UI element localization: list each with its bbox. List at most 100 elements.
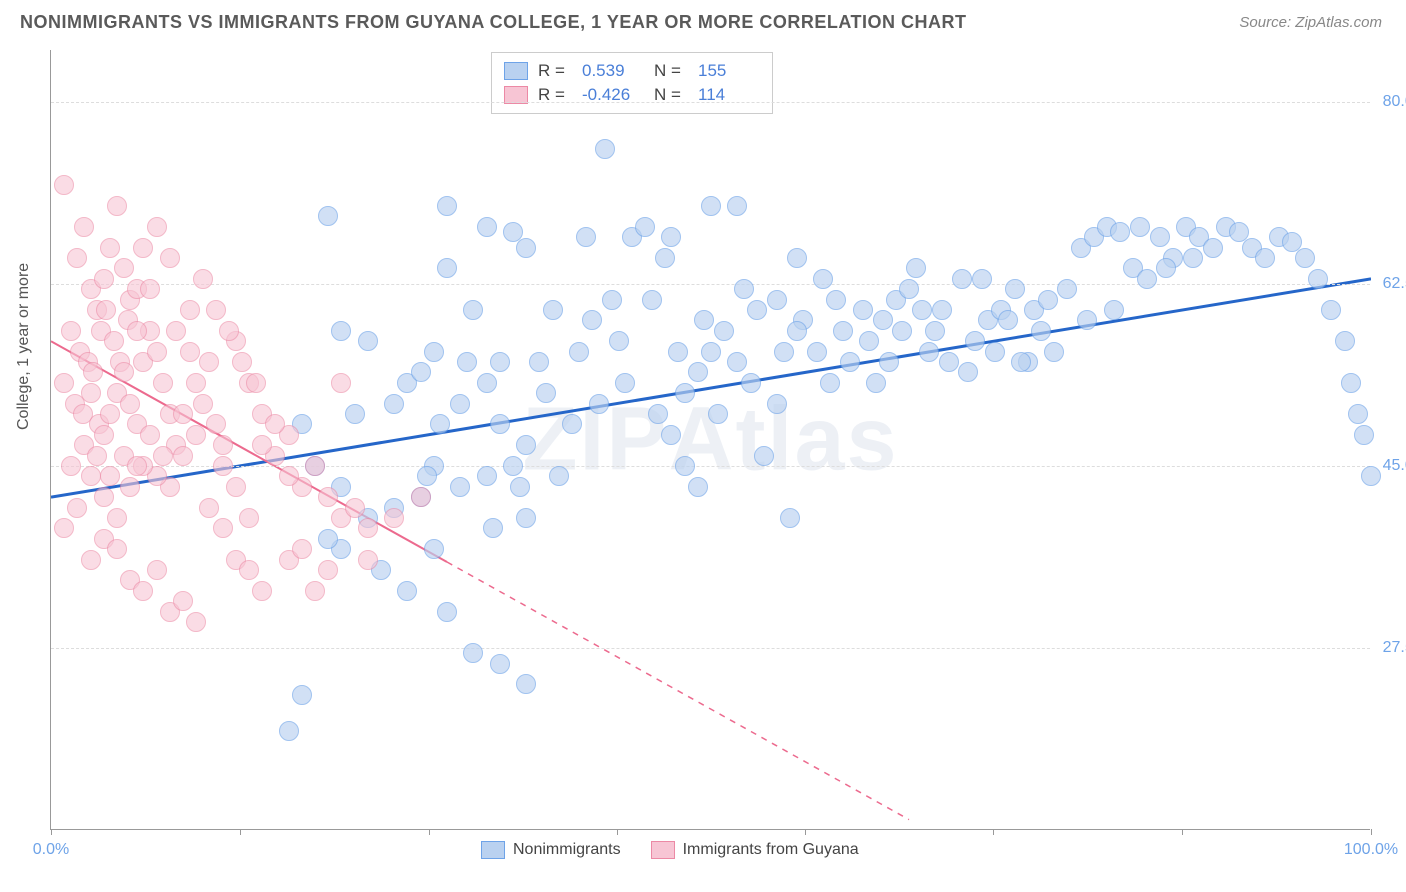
source-label: Source: ZipAtlas.com <box>1239 14 1382 31</box>
data-point <box>483 518 503 538</box>
data-point <box>510 477 530 497</box>
legend-row-immigrants: R = -0.426 N = 114 <box>504 83 760 107</box>
data-point <box>252 435 272 455</box>
data-point <box>1183 248 1203 268</box>
data-point <box>1156 258 1176 278</box>
data-point <box>879 352 899 372</box>
data-point <box>463 300 483 320</box>
x-tick <box>617 829 618 835</box>
legend-row-nonimmigrants: R = 0.539 N = 155 <box>504 59 760 83</box>
data-point <box>397 581 417 601</box>
plot-area: ZIPAtlas R = 0.539 N = 155 R = -0.426 N … <box>50 50 1370 830</box>
n-value-1: 114 <box>698 83 760 107</box>
data-point <box>74 217 94 237</box>
data-point <box>206 300 226 320</box>
data-point <box>140 425 160 445</box>
watermark: ZIPAtlas <box>522 388 898 491</box>
data-point <box>180 342 200 362</box>
data-point <box>114 362 134 382</box>
data-point <box>246 373 266 393</box>
source-link[interactable]: ZipAtlas.com <box>1295 14 1382 31</box>
x-tick <box>240 829 241 835</box>
data-point <box>265 414 285 434</box>
data-point <box>140 279 160 299</box>
data-point <box>104 331 124 351</box>
trend-lines <box>51 50 1371 830</box>
swatch-immigrants <box>504 86 528 104</box>
data-point <box>866 373 886 393</box>
r-value-0: 0.539 <box>582 59 644 83</box>
data-point <box>424 539 444 559</box>
r-label: R = <box>538 83 572 107</box>
data-point <box>820 373 840 393</box>
swatch-immigrants <box>651 841 675 859</box>
data-point <box>424 342 444 362</box>
data-point <box>985 342 1005 362</box>
data-point <box>919 342 939 362</box>
y-tick-label: 80.0% <box>1383 93 1406 111</box>
data-point <box>318 560 338 580</box>
data-point <box>54 373 74 393</box>
data-point <box>199 498 219 518</box>
data-point <box>727 196 747 216</box>
data-point <box>226 477 246 497</box>
data-point <box>965 331 985 351</box>
data-point <box>206 414 226 434</box>
data-point <box>714 321 734 341</box>
data-point <box>166 321 186 341</box>
data-point <box>840 352 860 372</box>
chart-title: NONIMMIGRANTS VS IMMIGRANTS FROM GUYANA … <box>20 12 967 33</box>
data-point <box>345 498 365 518</box>
data-point <box>345 404 365 424</box>
data-point <box>213 456 233 476</box>
data-point <box>1321 300 1341 320</box>
data-point <box>384 394 404 414</box>
legend-item-immigrants: Immigrants from Guyana <box>651 841 859 859</box>
legend-label: Immigrants from Guyana <box>683 841 859 859</box>
legend-item-nonimmigrants: Nonimmigrants <box>481 841 621 859</box>
data-point <box>450 394 470 414</box>
data-point <box>688 362 708 382</box>
data-point <box>54 175 74 195</box>
gridline <box>51 648 1370 649</box>
data-point <box>536 383 556 403</box>
data-point <box>906 258 926 278</box>
data-point <box>675 456 695 476</box>
data-point <box>490 654 510 674</box>
data-point <box>81 466 101 486</box>
data-point <box>998 310 1018 330</box>
data-point <box>708 404 728 424</box>
data-point <box>1130 217 1150 237</box>
n-value-0: 155 <box>698 59 760 83</box>
data-point <box>83 362 103 382</box>
data-point <box>516 674 536 694</box>
data-point <box>939 352 959 372</box>
data-point <box>67 248 87 268</box>
data-point <box>213 518 233 538</box>
data-point <box>912 300 932 320</box>
data-point <box>239 508 259 528</box>
data-point <box>153 446 173 466</box>
data-point <box>173 404 193 424</box>
data-point <box>774 342 794 362</box>
x-tick-label-left: 0.0% <box>33 841 69 859</box>
data-point <box>1308 269 1328 289</box>
data-point <box>701 196 721 216</box>
data-point <box>147 217 167 237</box>
data-point <box>1341 373 1361 393</box>
data-point <box>932 300 952 320</box>
y-axis-label: College, 1 year or more <box>15 263 33 430</box>
data-point <box>1038 290 1058 310</box>
data-point <box>61 321 81 341</box>
legend-label: Nonimmigrants <box>513 841 621 859</box>
data-point <box>54 518 74 538</box>
x-tick <box>1371 829 1372 835</box>
data-point <box>661 227 681 247</box>
data-point <box>331 321 351 341</box>
data-point <box>173 591 193 611</box>
n-label: N = <box>654 59 688 83</box>
data-point <box>107 539 127 559</box>
data-point <box>292 685 312 705</box>
data-point <box>767 394 787 414</box>
data-point <box>477 466 497 486</box>
